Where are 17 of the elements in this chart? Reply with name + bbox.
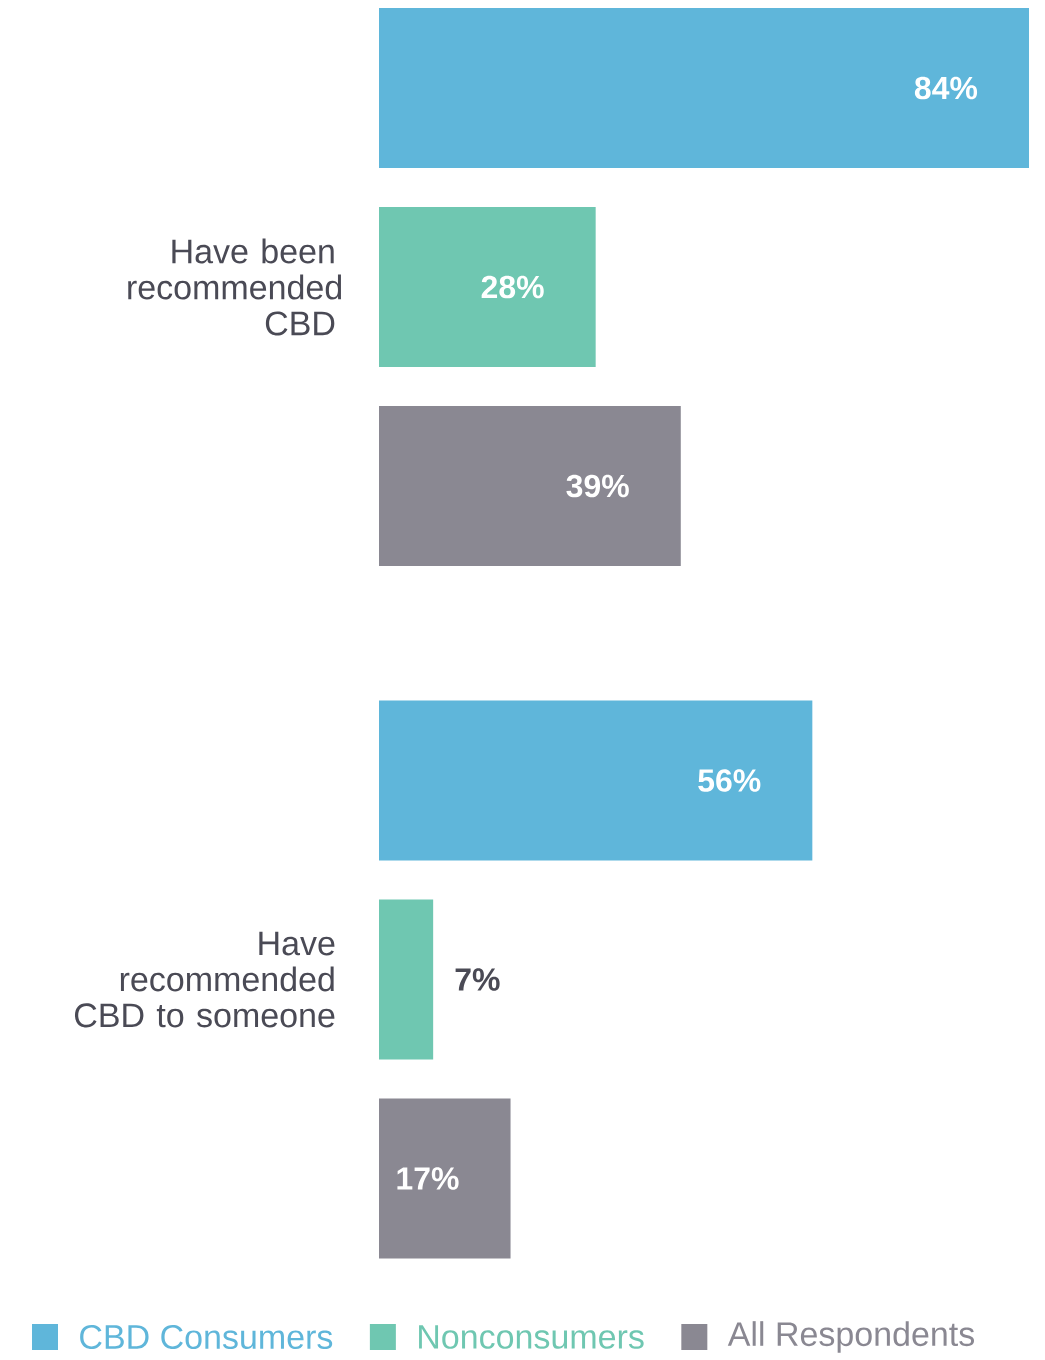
legend-label: Nonconsumers [419, 1325, 644, 1349]
data-label: 7% [455, 968, 500, 991]
legend-label: All Respondents [727, 1321, 975, 1353]
y-tick-label: Have recommended CBD to someone [74, 931, 335, 1028]
legend-label: CBD Consumers [80, 1324, 333, 1350]
bar [379, 899, 434, 1060]
bar [379, 700, 813, 861]
data-label: 56% [698, 769, 761, 792]
bar [379, 8, 1029, 168]
bar [379, 406, 681, 567]
data-label: 39% [566, 474, 629, 498]
data-label: 84% [914, 76, 978, 100]
data-label: 17% [397, 1167, 459, 1190]
bar [379, 1098, 511, 1259]
y-tick-label: Have been recommended CBD [128, 238, 342, 336]
bar [379, 207, 596, 367]
data-label: 28% [481, 275, 544, 299]
